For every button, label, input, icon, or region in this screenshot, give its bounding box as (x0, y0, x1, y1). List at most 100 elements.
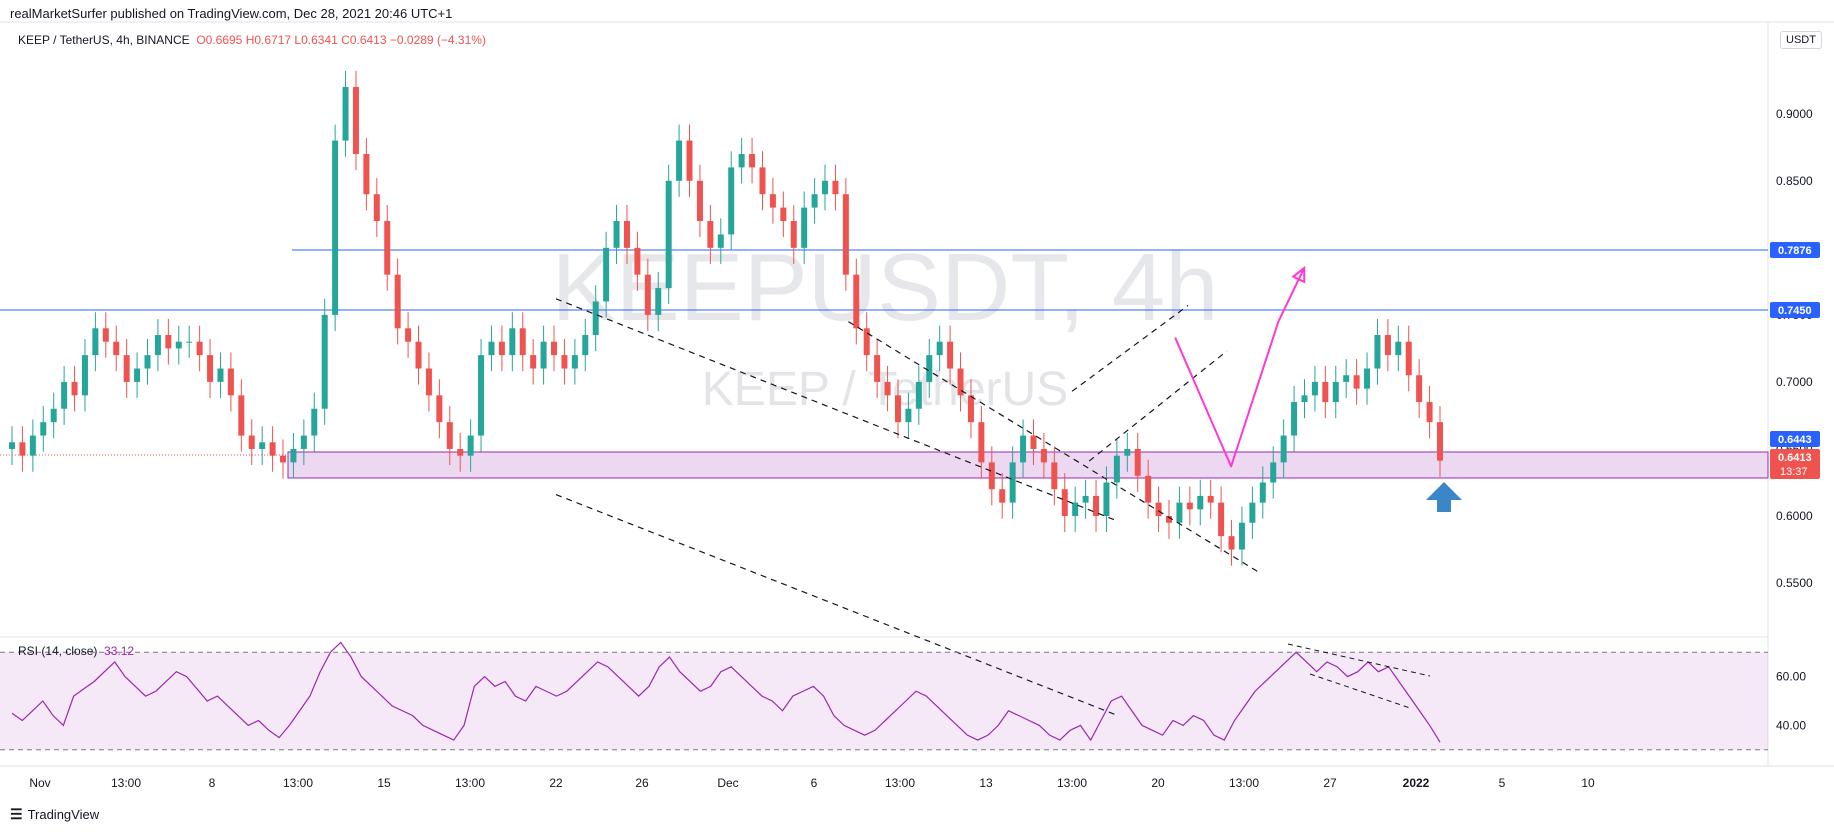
channel-trendline[interactable] (555, 494, 1116, 716)
candle (498, 325, 505, 372)
time-tick-label: 13:00 (885, 776, 915, 790)
candle (1176, 486, 1183, 539)
candle (738, 137, 745, 184)
candle (1155, 486, 1162, 533)
svg-text:0.7450: 0.7450 (1778, 305, 1812, 317)
ohlc-close: C0.6413 (341, 33, 387, 47)
candle (1270, 446, 1277, 499)
symbol-legend: KEEP / TetherUS, 4h, BINANCE O0.6695 H0.… (18, 33, 486, 47)
candle (1020, 419, 1027, 479)
candle (894, 379, 901, 439)
candle (1332, 365, 1339, 419)
candle (1165, 499, 1172, 539)
candle (561, 339, 568, 385)
candle (551, 325, 558, 372)
candle (332, 124, 339, 331)
candle (613, 204, 620, 264)
candle (478, 339, 485, 452)
price-projection-path[interactable] (1174, 267, 1306, 468)
channel-trendline[interactable] (1088, 350, 1228, 462)
rsi-label: RSI (14, close) (18, 644, 98, 658)
candle (801, 191, 808, 264)
candle (634, 231, 641, 291)
candle (1416, 359, 1423, 419)
time-tick-label: 13:00 (455, 776, 485, 790)
candle (592, 285, 599, 352)
channel-trendline[interactable] (1071, 305, 1189, 392)
rsi-axis: 60.00 40.00 (1776, 670, 1806, 733)
candle (936, 325, 943, 372)
candle (832, 164, 839, 211)
rsi-trendlines[interactable] (1287, 643, 1431, 709)
price-axis[interactable]: 0.90000.85000.80000.75000.70000.65000.60… (1776, 107, 1813, 590)
tradingview-logo-icon: ☰ (10, 806, 23, 822)
candle (1009, 446, 1016, 519)
candle (1061, 473, 1068, 533)
candle (1040, 432, 1047, 479)
candle (123, 339, 130, 399)
candle (363, 137, 370, 211)
candle (623, 204, 630, 264)
time-tick-label: 13:00 (1057, 776, 1087, 790)
currency-unit-button[interactable]: USDT (1780, 31, 1822, 49)
candle (1322, 365, 1329, 419)
time-tick-label: 6 (811, 776, 818, 790)
ohlc-open: O0.6695 (196, 33, 243, 47)
time-tick-label: 22 (549, 776, 563, 790)
candle (280, 439, 287, 479)
symbol-watermark: KEEPUSDT, 4h (552, 234, 1219, 341)
time-tick-label: 13 (979, 776, 993, 790)
footer: ☰ TradingView (10, 806, 99, 823)
time-tick-label: Nov (29, 776, 50, 790)
candle (144, 339, 151, 385)
candle (926, 339, 933, 399)
candle (405, 312, 412, 358)
time-tick-label: 13:00 (1229, 776, 1259, 790)
candle (186, 325, 193, 358)
candle (1291, 385, 1298, 452)
channel-trendline[interactable] (848, 321, 1262, 575)
support-zone[interactable] (287, 451, 1769, 479)
time-tick-label: Dec (717, 776, 738, 790)
channel-trendline[interactable] (555, 298, 1116, 521)
candle (957, 352, 964, 412)
candle (1280, 419, 1287, 479)
candle (884, 365, 891, 412)
candle (154, 318, 161, 372)
candle (863, 312, 870, 372)
time-tick-label: 8 (209, 776, 216, 790)
candle (19, 426, 26, 472)
candle (540, 325, 547, 385)
buy-arrow-icon[interactable] (1426, 482, 1462, 512)
candle (134, 352, 141, 399)
candle (1113, 439, 1120, 499)
candle (1072, 486, 1079, 533)
candle (1124, 432, 1131, 472)
time-axis[interactable]: Nov 13:00 8 13:00 15 13:00 22 26 Dec 6 13:00 13 13:0… (29, 776, 1595, 790)
candle (1301, 379, 1308, 419)
candle (415, 325, 422, 385)
candle (1218, 486, 1225, 553)
candle (207, 339, 214, 399)
price-label-last: 0.6413 13:37 (1770, 449, 1820, 479)
candle (644, 258, 651, 331)
candle (571, 339, 578, 385)
trendline-drawings[interactable] (555, 298, 1262, 716)
candle (1384, 318, 1391, 372)
footer-brand: TradingView (27, 807, 100, 822)
candle (227, 352, 234, 412)
candle (321, 298, 328, 425)
ohlc-low: L0.6341 (294, 33, 338, 47)
svg-text:0.6413: 0.6413 (1778, 452, 1812, 464)
candle (92, 312, 99, 372)
time-tick-label: 20 (1151, 776, 1165, 790)
candle (29, 419, 36, 472)
publisher-header: realMarketSurfer published on TradingVie… (10, 6, 453, 21)
price-tick-label: 0.8500 (1776, 174, 1813, 188)
candle (217, 352, 224, 399)
price-tick-label: 0.5500 (1776, 576, 1813, 590)
candle (1364, 352, 1371, 405)
candle (71, 365, 78, 412)
candle (196, 325, 203, 372)
